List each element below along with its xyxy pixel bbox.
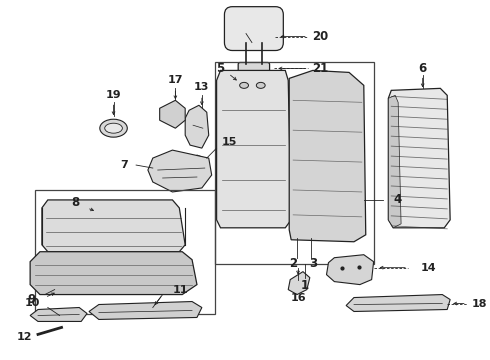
Polygon shape bbox=[42, 200, 185, 252]
Text: 12: 12 bbox=[17, 332, 32, 342]
FancyBboxPatch shape bbox=[238, 62, 270, 76]
Text: 21: 21 bbox=[313, 62, 329, 75]
Polygon shape bbox=[30, 307, 87, 321]
Polygon shape bbox=[389, 95, 401, 228]
Polygon shape bbox=[148, 150, 212, 192]
Text: 10: 10 bbox=[24, 297, 40, 307]
Text: 4: 4 bbox=[393, 193, 401, 206]
Text: 18: 18 bbox=[472, 298, 487, 309]
Bar bbox=[35, 190, 215, 315]
Text: 19: 19 bbox=[106, 90, 122, 100]
Text: 11: 11 bbox=[172, 284, 188, 294]
Polygon shape bbox=[326, 255, 373, 285]
Text: 8: 8 bbox=[71, 197, 79, 210]
Text: 14: 14 bbox=[421, 263, 436, 273]
Text: 9: 9 bbox=[28, 293, 36, 306]
Text: 5: 5 bbox=[216, 62, 224, 75]
Polygon shape bbox=[346, 294, 450, 311]
Polygon shape bbox=[193, 155, 207, 175]
Polygon shape bbox=[288, 272, 310, 294]
Ellipse shape bbox=[100, 119, 127, 137]
Text: 2: 2 bbox=[289, 257, 297, 270]
FancyBboxPatch shape bbox=[224, 7, 283, 50]
Text: 3: 3 bbox=[309, 257, 317, 270]
Polygon shape bbox=[89, 302, 202, 319]
Text: 17: 17 bbox=[168, 75, 183, 85]
Polygon shape bbox=[30, 252, 197, 294]
Bar bbox=[215, 62, 373, 264]
Polygon shape bbox=[289, 71, 366, 242]
Polygon shape bbox=[217, 71, 291, 228]
Polygon shape bbox=[185, 105, 209, 148]
Text: 13: 13 bbox=[194, 82, 210, 93]
Text: 15: 15 bbox=[221, 137, 237, 147]
Ellipse shape bbox=[256, 82, 265, 88]
Ellipse shape bbox=[105, 123, 122, 133]
Text: 20: 20 bbox=[313, 30, 329, 43]
Polygon shape bbox=[160, 100, 185, 128]
Ellipse shape bbox=[240, 82, 248, 88]
Text: 1: 1 bbox=[301, 279, 309, 292]
Polygon shape bbox=[389, 88, 450, 228]
Text: 16: 16 bbox=[290, 293, 306, 302]
Text: 6: 6 bbox=[418, 62, 427, 75]
Text: 7: 7 bbox=[121, 160, 128, 170]
